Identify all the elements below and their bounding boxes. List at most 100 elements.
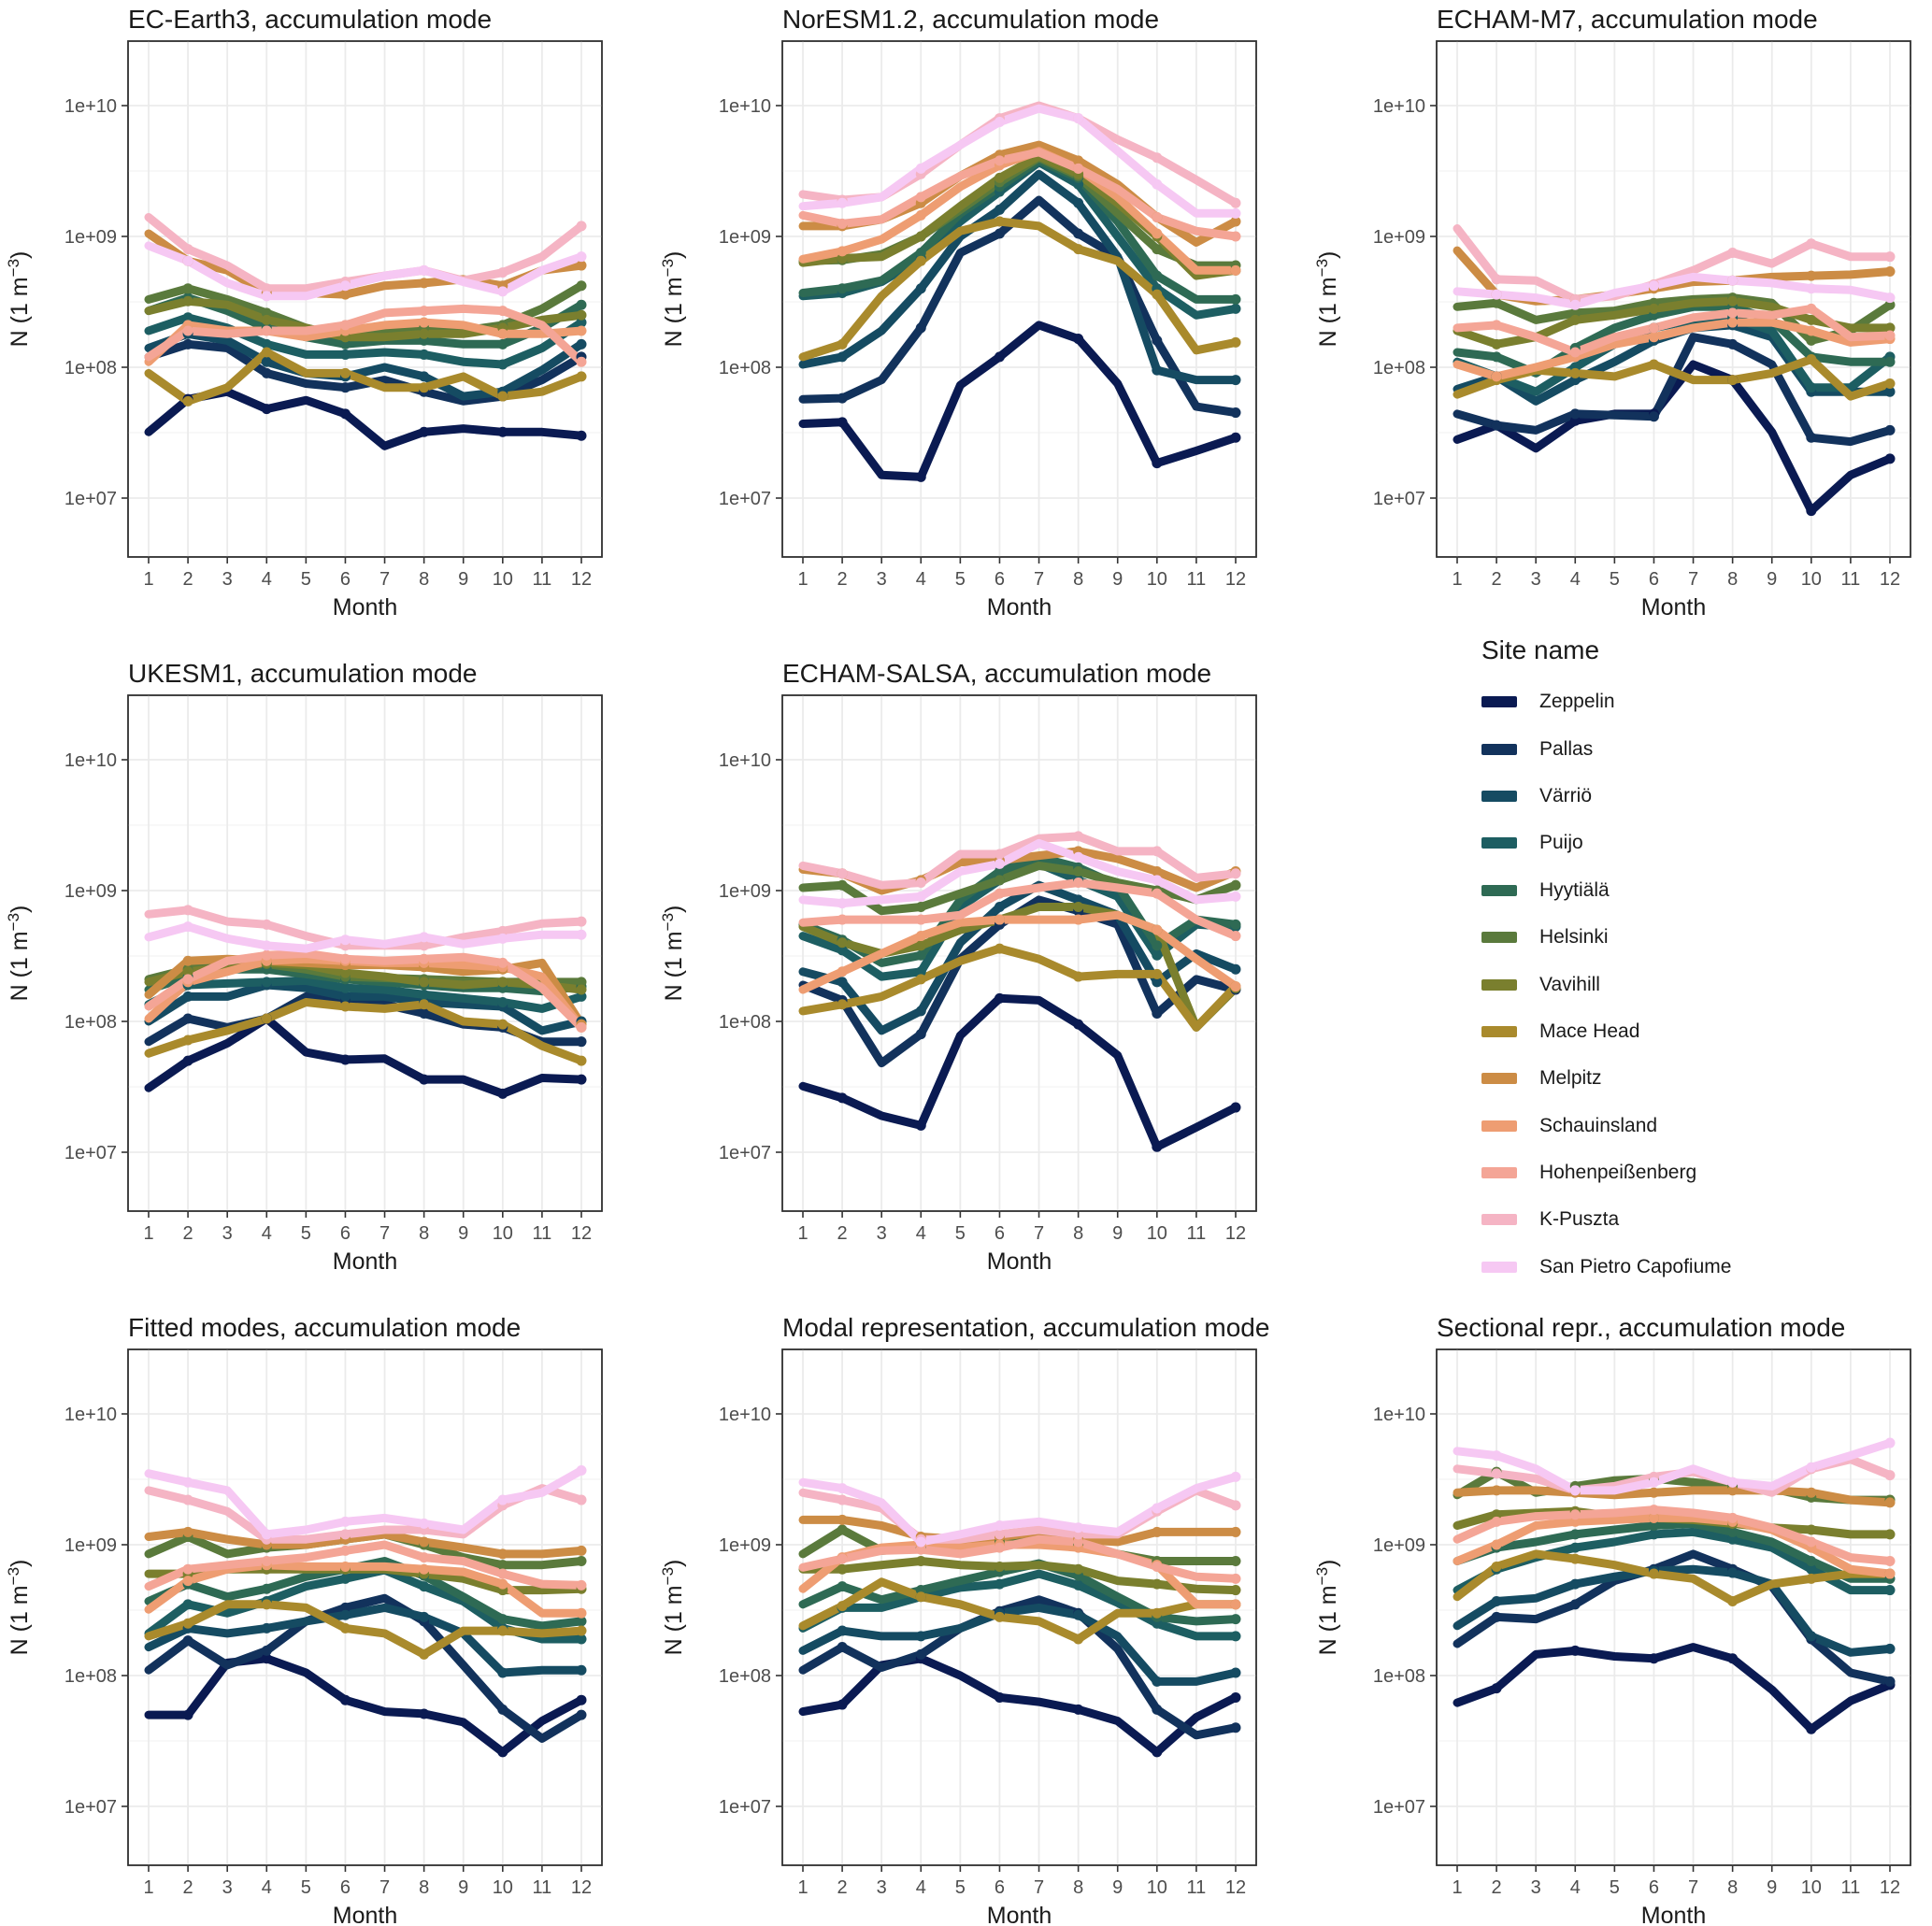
data-point [1806, 1524, 1817, 1535]
x-tick-label: 8 [1073, 1877, 1083, 1898]
data-point [339, 289, 351, 300]
data-point [419, 426, 430, 437]
legend-items: Zeppelin Pallas Värriö Puijo Hyytiälä Helsink… [1481, 678, 1911, 1291]
legend-item: Schauinsland [1481, 1103, 1911, 1149]
series-line-pallas [144, 1593, 586, 1743]
data-point [1884, 322, 1896, 334]
data-point [837, 246, 848, 257]
data-point [1491, 1468, 1502, 1479]
data-point [419, 1648, 430, 1660]
data-point [1152, 968, 1163, 979]
y-tick-label: 1e+10 [719, 750, 771, 771]
legend-key [1481, 978, 1517, 991]
data-point [261, 1653, 272, 1664]
data-point [497, 1625, 508, 1636]
panel-frame [127, 694, 603, 1212]
x-tick-label: 10 [1147, 1223, 1167, 1244]
data-point [182, 244, 193, 255]
panel-title: Fitted modes, accumulation mode [128, 1313, 521, 1342]
y-tick-label: 1e+07 [64, 489, 117, 509]
data-point [182, 283, 193, 294]
y-axis-title: N (1 m−3) [5, 1560, 33, 1656]
data-point [1230, 891, 1241, 902]
data-point [497, 925, 508, 936]
data-point [261, 1583, 272, 1594]
data-point [419, 328, 430, 339]
series-line-pallas [798, 195, 1240, 418]
legend-label: Hyytiälä [1539, 878, 1610, 901]
series-line-mace-head [798, 217, 1240, 362]
data-point [915, 283, 926, 294]
data-point [1152, 949, 1163, 961]
data-point [419, 264, 430, 276]
series-line-schauinsland [798, 910, 1240, 994]
x-tick-label: 4 [262, 1877, 272, 1898]
data-point [576, 280, 587, 292]
data-point [576, 371, 587, 382]
x-tick-label: 7 [379, 569, 390, 590]
data-point [915, 1591, 926, 1603]
y-axis-title: N (1 m−3) [1313, 251, 1341, 348]
data-point [419, 1008, 430, 1020]
data-point [837, 338, 848, 350]
data-point [261, 940, 272, 951]
data-point [1491, 1561, 1502, 1572]
data-point [1073, 155, 1084, 166]
data-point [837, 1642, 848, 1653]
data-point [1648, 359, 1659, 370]
series-line-schauinsland [144, 1561, 586, 1618]
series-line-vavihill [798, 1557, 1240, 1595]
data-point [497, 267, 508, 278]
data-point [261, 291, 272, 302]
x-tick-label: 5 [955, 1877, 966, 1898]
data-point [1073, 244, 1084, 255]
data-point [182, 338, 193, 350]
data-point [1806, 382, 1817, 393]
data-point [497, 1019, 508, 1030]
data-point [915, 1120, 926, 1131]
data-point [339, 991, 351, 1002]
data-point [1230, 207, 1241, 219]
data-point [1648, 332, 1659, 343]
data-point [1569, 1542, 1581, 1553]
legend-item: Melpitz [1481, 1055, 1911, 1102]
y-tick-label: 1e+07 [1373, 1797, 1425, 1818]
panel-border [781, 40, 1257, 558]
data-point [837, 197, 848, 208]
x-tick-label: 4 [1570, 569, 1581, 590]
series-line-mace-head [144, 1600, 586, 1659]
data-point [1230, 293, 1241, 305]
data-point [339, 280, 351, 292]
data-point [994, 216, 1005, 227]
data-point [261, 1599, 272, 1610]
data-point [915, 1536, 926, 1548]
data-point [576, 1074, 587, 1085]
data-point [182, 974, 193, 985]
data-point [1073, 197, 1084, 208]
data-point [497, 1614, 508, 1625]
data-point [261, 1645, 272, 1656]
series-line-pallas [1453, 1549, 1895, 1686]
data-point [419, 382, 430, 393]
data-point [1152, 940, 1163, 951]
data-point [915, 1544, 926, 1555]
series-line-san-pietro-capofiume [798, 1472, 1240, 1547]
data-point [339, 1054, 351, 1065]
data-point [1230, 1500, 1241, 1511]
x-tick-label: 10 [1801, 1877, 1822, 1898]
data-point [182, 1055, 193, 1066]
data-point [419, 1581, 430, 1592]
data-point [339, 953, 351, 964]
data-point [339, 338, 351, 350]
data-point [1491, 289, 1502, 300]
data-point [497, 1548, 508, 1560]
x-axis-title: Month [333, 594, 397, 621]
x-tick-label: 4 [262, 1223, 272, 1244]
series-line-v-rri- [798, 1603, 1240, 1686]
data-point [837, 351, 848, 363]
data-point [1152, 152, 1163, 164]
data-point [1648, 322, 1659, 334]
